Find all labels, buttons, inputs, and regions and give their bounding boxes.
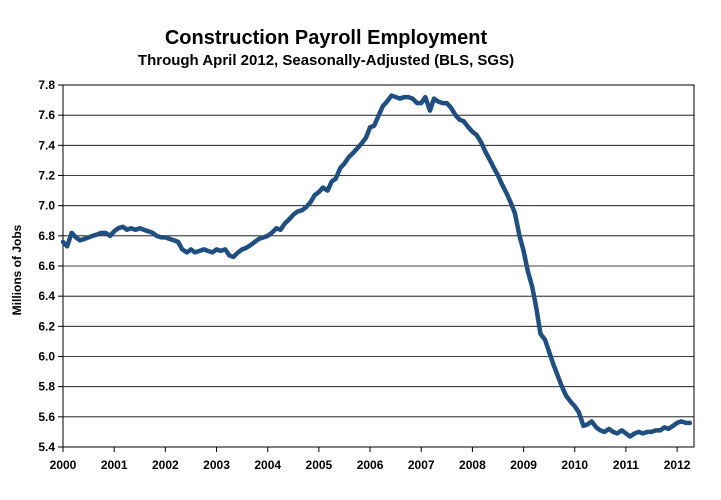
y-tick-label: 7.6 (38, 108, 55, 122)
x-tick-label: 2001 (101, 458, 128, 472)
x-tick-label: 2012 (664, 458, 691, 472)
x-tick-label: 2002 (152, 458, 179, 472)
y-tick-label: 6.6 (38, 259, 55, 273)
series-group (60, 93, 693, 439)
x-tick-label: 2011 (613, 458, 639, 472)
x-tick-label: 2003 (203, 458, 230, 472)
y-tick-label: 6.8 (38, 229, 55, 243)
gridlines (63, 84, 694, 448)
x-tick-label: 2005 (306, 458, 333, 472)
y-tick-label: 6.2 (38, 319, 55, 333)
y-tick-label: 7.4 (38, 138, 55, 152)
y-tick-label: 6.4 (38, 289, 55, 303)
y-tick-label: 7.0 (38, 199, 55, 213)
y-tick-label: 5.4 (38, 440, 55, 454)
series-line-0 (60, 93, 693, 439)
y-tick-label: 7.2 (38, 169, 55, 183)
y-tick-label: 5.6 (38, 410, 55, 424)
y-tick-label: 6.0 (38, 350, 55, 364)
y-tick-label: 5.8 (38, 380, 55, 394)
x-tick-label: 2008 (459, 458, 486, 472)
x-tick-label: 2010 (561, 458, 588, 472)
x-axis-ticks: 2000 2001 2002 2003 2004 2005 2006 2007 2008 2009… (50, 447, 691, 472)
chart-subtitle: Through April 2012, Seasonally-Adjusted … (137, 52, 515, 69)
chart-title: Construction Payroll Employment (164, 27, 488, 49)
x-tick-label: 2009 (510, 458, 537, 472)
x-tick-label: 2007 (408, 458, 435, 472)
y-tick-label: 7.8 (38, 78, 55, 92)
x-tick-label: 2006 (357, 458, 384, 472)
x-tick-label: 2000 (50, 458, 77, 472)
y-axis-ticks: 7.8 7.6 7.4 7.2 7.0 6.8 6.6 6.4 6.2 6.0 5.8 5.6 5.4 (38, 78, 63, 454)
x-tick-label: 2004 (254, 458, 281, 472)
